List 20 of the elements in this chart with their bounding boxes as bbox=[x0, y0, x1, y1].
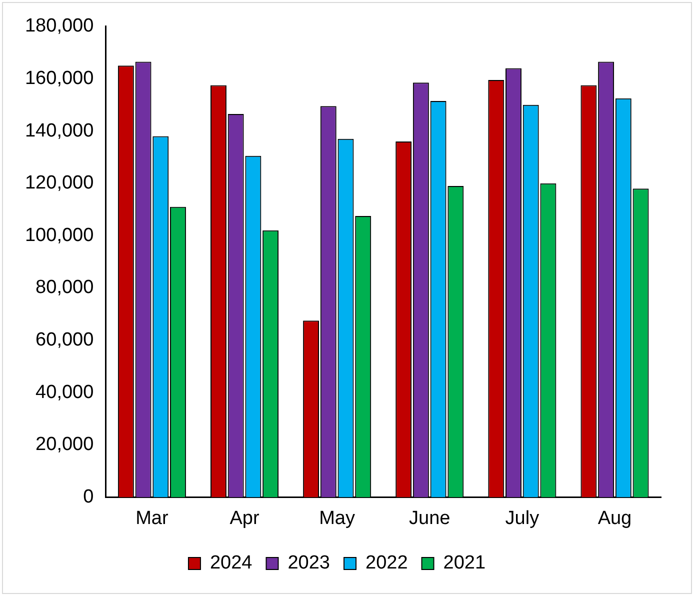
y-tick-label: 0 bbox=[83, 486, 94, 508]
x-tick-label: June bbox=[409, 508, 450, 529]
x-tick-label: July bbox=[505, 508, 540, 529]
x-tick-label: May bbox=[319, 508, 356, 529]
x-tick-label: Apr bbox=[230, 508, 260, 529]
y-tick-label: 180,000 bbox=[24, 16, 94, 37]
legend-label: 2023 bbox=[288, 552, 330, 574]
y-tick-label: 100,000 bbox=[24, 224, 94, 246]
y-tick-label: 20,000 bbox=[36, 434, 94, 456]
y-tick-label: 140,000 bbox=[24, 120, 94, 142]
y-tick-label: 60,000 bbox=[36, 330, 94, 350]
x-tick-label: Aug bbox=[598, 508, 632, 529]
legend-label: 2022 bbox=[366, 552, 408, 574]
y-tick-label: 40,000 bbox=[36, 382, 94, 403]
y-tick-label: 80,000 bbox=[36, 277, 94, 298]
legend-label: 2021 bbox=[443, 552, 486, 574]
x-tick-label: Mar bbox=[136, 508, 169, 529]
legend-label: 2024 bbox=[210, 552, 253, 574]
y-tick-label: 160,000 bbox=[24, 68, 94, 89]
y-tick-label: 120,000 bbox=[24, 172, 94, 194]
